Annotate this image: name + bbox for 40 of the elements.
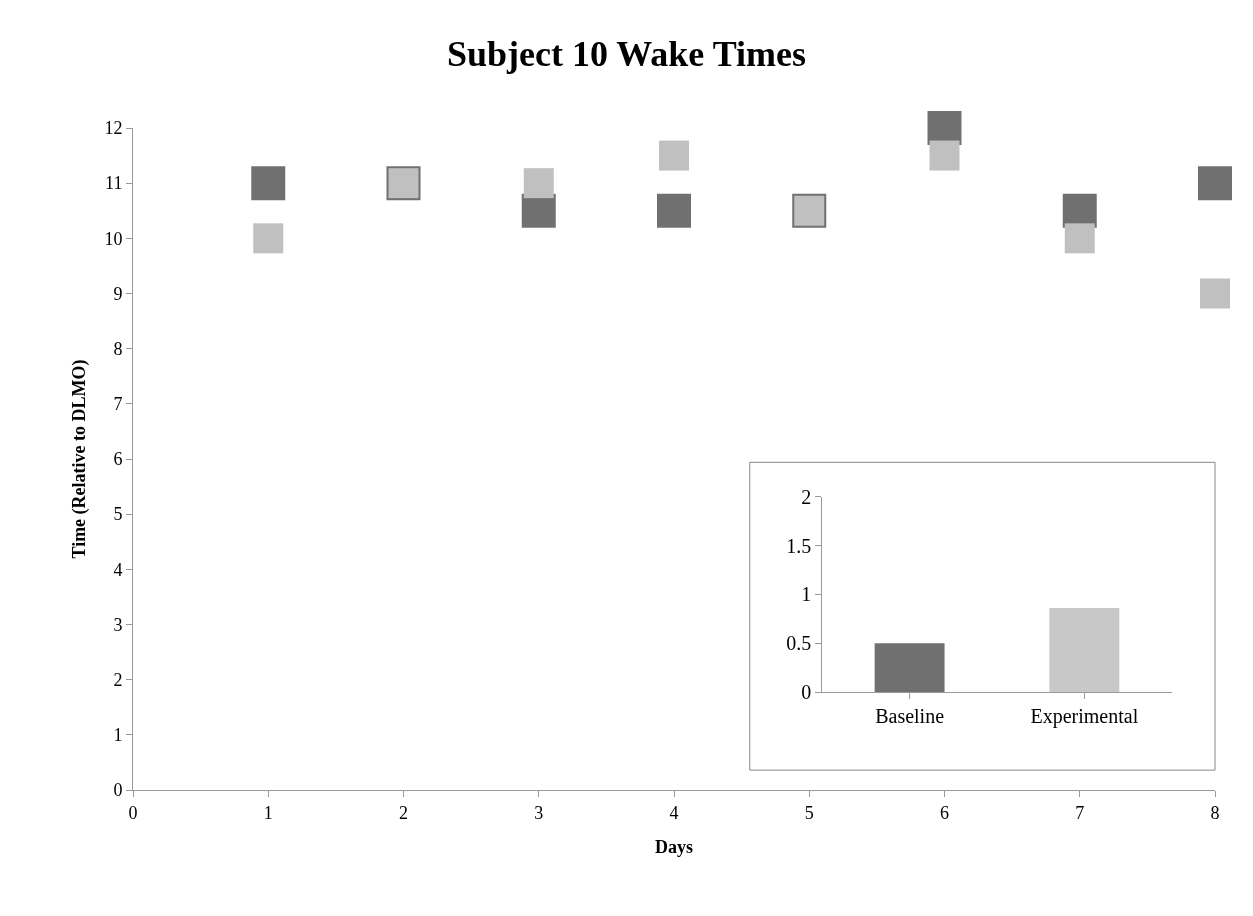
chart-title: Subject 10 Wake Times [446, 34, 807, 75]
y-tick-label: 6 [113, 449, 123, 470]
x-axis-title: Days [654, 836, 694, 857]
x-tick-label: 0 [128, 802, 138, 823]
x-tick-label: 4 [669, 802, 679, 823]
y-tick-label: 0.5 [786, 632, 812, 655]
y-axis-title: Time (Relative to DLMO) [68, 359, 90, 559]
point [657, 193, 691, 228]
y-tick-label: 9 [113, 283, 123, 304]
y-tick-label: 1 [801, 583, 812, 606]
y-tick-label: 1.5 [786, 534, 812, 557]
y-tick-label: 12 [104, 118, 123, 139]
point [1064, 223, 1095, 254]
y-tick-label: 5 [113, 504, 123, 525]
point [251, 166, 286, 201]
x-tick-label: 8 [1210, 802, 1220, 823]
y-tick-label: 7 [113, 394, 123, 415]
point [523, 168, 554, 199]
y-tick-label: 4 [113, 559, 123, 580]
y-tick-label: 1 [113, 725, 123, 746]
x-tick-label: 6 [940, 802, 949, 823]
x-tick-label: 7 [1075, 802, 1085, 823]
x-tick-label: 3 [534, 802, 544, 823]
point [929, 140, 960, 171]
point [1200, 278, 1230, 309]
y-tick-label: 3 [113, 614, 123, 635]
y-tick-label: 8 [113, 338, 123, 359]
x-tick-label: 1 [263, 802, 273, 823]
y-tick-label: 11 [105, 173, 123, 194]
point [253, 223, 284, 254]
x-tick-label: Experimental [1030, 705, 1139, 729]
y-tick-label: 0 [801, 681, 812, 704]
point [659, 140, 689, 171]
point [1198, 166, 1232, 201]
y-tick-label: 2 [801, 485, 812, 508]
y-tick-label: 0 [113, 780, 123, 801]
y-tick-label: 2 [113, 669, 123, 690]
x-tick-label: Baseline [875, 705, 945, 728]
x-tick-label: 2 [399, 802, 408, 823]
y-tick-label: 10 [104, 228, 123, 249]
